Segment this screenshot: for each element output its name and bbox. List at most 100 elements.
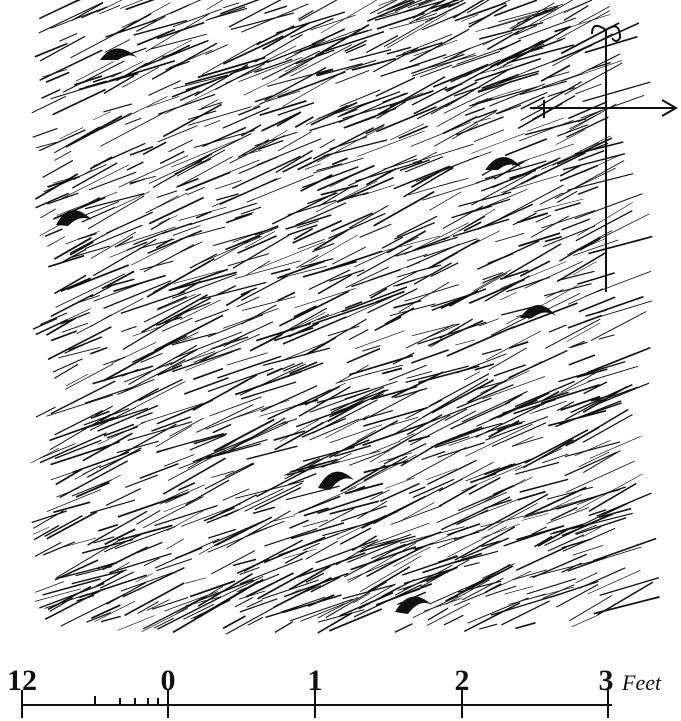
hatch-line [287, 472, 317, 486]
hatch-line [390, 123, 425, 141]
hatch-line [209, 396, 262, 417]
hatch-line [127, 421, 193, 441]
hatch-line [200, 99, 219, 109]
hatch-line [54, 559, 99, 581]
hatch-line [536, 198, 584, 212]
hatch-line [382, 92, 409, 104]
hatch-line [582, 386, 628, 413]
hatch-line [96, 0, 123, 13]
hatch-line [87, 510, 148, 546]
hatch-line [273, 430, 306, 441]
hatch-line [92, 238, 157, 277]
hatch-line [556, 251, 608, 283]
hatch-line [390, 505, 442, 525]
hatch-line [322, 520, 379, 537]
hatch-line [481, 348, 502, 356]
hatch-line [120, 571, 174, 592]
hatch-line [391, 531, 442, 552]
hatch-line [362, 345, 381, 352]
hatch-line [155, 238, 173, 249]
hatch-line [512, 436, 534, 447]
hatch-line [440, 496, 511, 531]
hatch-line [119, 0, 144, 10]
hatch-line [234, 260, 301, 279]
hatch-line [375, 235, 441, 254]
hatch-line [237, 235, 277, 254]
hatch-line [240, 124, 262, 137]
hatch-line [196, 404, 254, 433]
hatch-line [278, 343, 325, 363]
hatch-line [360, 583, 397, 605]
hatch-line [486, 330, 542, 361]
hatch-line [109, 552, 172, 574]
hatch-line [263, 536, 326, 564]
hatch-line [309, 117, 350, 132]
hatch-line [463, 221, 482, 232]
hatch-line [316, 63, 363, 77]
hatch-line [481, 73, 519, 89]
hatch-line [438, 478, 464, 492]
hatch-line [161, 222, 193, 235]
hatch-line [557, 270, 595, 282]
scale-label: 12 [7, 664, 37, 697]
hatch-line [297, 238, 325, 250]
hatch-line [38, 1, 104, 34]
hatch-line [357, 130, 425, 157]
hatch-line [383, 23, 425, 48]
hatch-line [495, 232, 525, 243]
hatch-line [39, 35, 86, 62]
hatch-line [467, 384, 498, 404]
hatch-line [204, 120, 221, 127]
hatch-line [419, 54, 477, 71]
hatch-line [470, 171, 533, 206]
hatch-line [302, 519, 329, 528]
hatch-line [376, 105, 437, 133]
hatch-line [50, 8, 101, 29]
hatch-line [312, 127, 374, 160]
hatch-line [193, 578, 264, 620]
hatch-line [365, 35, 399, 54]
hatch-line [321, 453, 352, 468]
hatch-line [46, 394, 113, 417]
hatch-line [102, 546, 149, 571]
hatch-line [461, 537, 509, 559]
hatch-line [331, 246, 367, 265]
hatch-line [156, 190, 178, 199]
hatch-line [265, 606, 298, 619]
hatch-line [161, 317, 193, 332]
hatch-line [519, 80, 568, 96]
hatch-line [474, 363, 495, 371]
hatch-line [179, 90, 200, 102]
hatch-line [486, 30, 520, 51]
hatch-line [158, 297, 212, 326]
hatch-line [468, 477, 501, 495]
hatch-line [368, 566, 411, 592]
hatch-line [120, 291, 186, 314]
hatch-line [485, 585, 517, 597]
hatch-line [383, 158, 418, 170]
hatch-line [443, 614, 464, 626]
hatch-line [210, 550, 256, 575]
hatch-line [574, 524, 597, 534]
hatch-line [239, 558, 304, 585]
hatch-line [348, 542, 417, 583]
hatch-line [297, 153, 330, 171]
hatch-line [452, 498, 520, 526]
hatch-line [100, 96, 168, 130]
hatch-line [189, 202, 257, 226]
hatch-line [214, 180, 242, 190]
hatch-line [386, 46, 412, 55]
hatch-line [288, 565, 331, 591]
hatch-line [80, 474, 121, 497]
hatch-line [572, 545, 604, 556]
hatch-line [544, 235, 562, 243]
hatch-line [187, 106, 252, 126]
post-hole [318, 471, 354, 490]
hatch-line [232, 558, 257, 567]
hatch-line [508, 349, 568, 379]
hatch-line [266, 367, 283, 376]
hatch-line [71, 162, 118, 189]
hatch-line [277, 131, 312, 152]
hatch-line [565, 426, 600, 447]
hatch-line [39, 49, 103, 81]
